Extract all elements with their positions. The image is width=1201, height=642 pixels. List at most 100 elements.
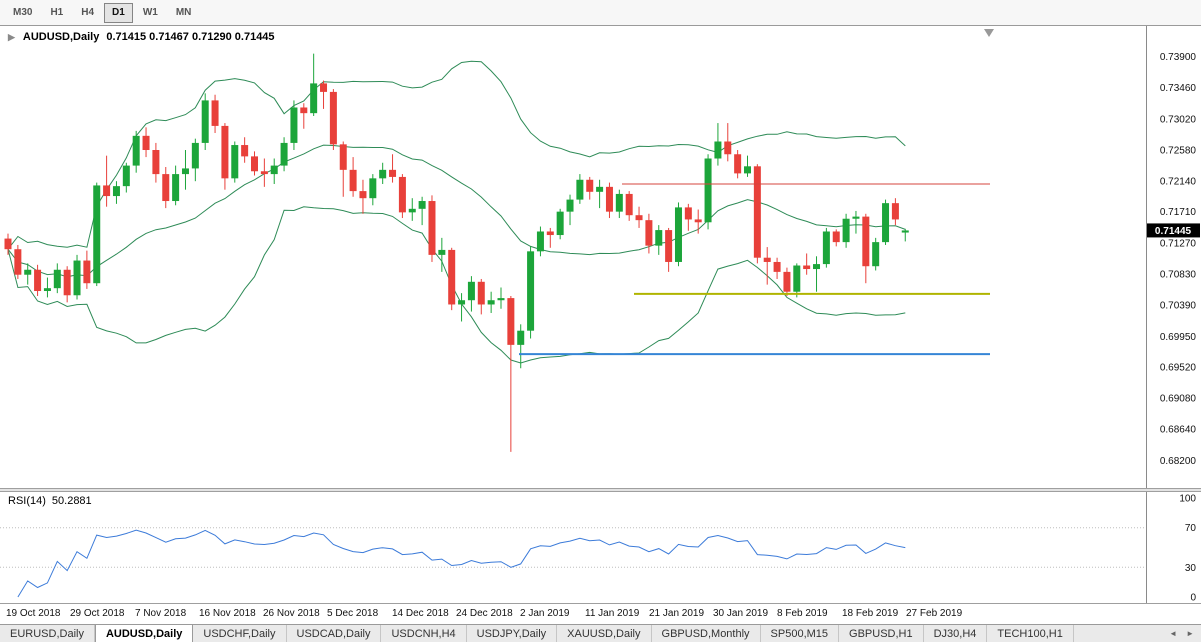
chart-shift-marker-icon[interactable] [984, 29, 994, 37]
candle-body [63, 269, 71, 296]
time-axis-label: 2 Jan 2019 [520, 608, 570, 619]
tab-scroll-right-icon[interactable]: ► [1186, 629, 1194, 638]
candle-body [645, 220, 653, 246]
pane-splitter[interactable] [0, 488, 1201, 492]
candle-body [329, 91, 337, 145]
chart-tab-xauusd-daily[interactable]: XAUUSD,Daily [557, 625, 652, 642]
chart-tab-sp500-m15[interactable]: SP500,M15 [760, 625, 840, 642]
price-axis-label: 0.68640 [1160, 425, 1197, 436]
candle-body [300, 107, 308, 114]
candle-body [191, 142, 199, 169]
candle-body [744, 166, 751, 174]
bollinger-band-lo [7, 206, 906, 364]
one-click-trading-toggle-icon[interactable]: ▶ [8, 31, 15, 42]
candle-body [832, 231, 840, 243]
candle-body [546, 231, 554, 236]
rsi-axis-label: 30 [1185, 563, 1197, 574]
rsi-pane[interactable]: 100 70 30 0 RSI(14) 50.2881 [0, 492, 1201, 604]
timeframe-button-mn[interactable]: MN [175, 6, 192, 18]
tab-scroll-controls: ◄ ► [1166, 625, 1201, 642]
candle-body [142, 135, 150, 151]
candle-body [655, 230, 663, 246]
candle-body [122, 165, 130, 187]
candle-body [694, 219, 702, 223]
timeframe-button-h4[interactable]: H4 [81, 6, 95, 18]
candle-body [704, 158, 712, 223]
price-axis-label: 0.71710 [1160, 207, 1197, 218]
candle-body [389, 169, 397, 177]
chart-tab-usdcnh-h4[interactable]: USDCNH,H4 [381, 625, 467, 642]
chart-tab-list: EURUSD,Daily AUDUSD,Daily USDCHF,Daily USDC… [0, 625, 1074, 642]
candle-body [763, 257, 771, 262]
candle-body [891, 203, 899, 220]
chart-tab-audusd-daily[interactable]: AUDUSD,Daily [94, 625, 194, 642]
price-axis-label: 0.72580 [1160, 146, 1197, 157]
chart-ohlc-label: 0.71415 0.71467 0.71290 0.71445 [106, 31, 275, 43]
timeframe-button-h1[interactable]: H1 [50, 6, 64, 18]
rsi-chart-canvas[interactable]: 100 70 30 0 [0, 492, 1201, 604]
candle-body [497, 298, 505, 301]
candle-body [822, 231, 830, 265]
candle-body [34, 269, 42, 292]
candle-body [576, 179, 584, 200]
candle-body [852, 216, 860, 219]
candle-body [684, 207, 692, 220]
main-chart-pane[interactable]: 0.73900 0.73460 0.73020 0.72580 0.72140 0.717… [0, 26, 1201, 488]
chart-tab-usdcad-daily[interactable]: USDCAD,Daily [286, 625, 382, 642]
candle-body [260, 171, 268, 175]
candle-body [596, 186, 604, 192]
price-axis-label: 0.73020 [1160, 114, 1197, 125]
candle-body [112, 186, 120, 197]
candle-body [349, 169, 357, 192]
timeframe-button-w1[interactable]: W1 [142, 6, 158, 18]
candle-body [221, 125, 229, 179]
chart-tab-gbpusd-monthly[interactable]: GBPUSD,Monthly [651, 625, 761, 642]
time-axis-label: 7 Nov 2018 [135, 608, 187, 619]
candle-body [320, 83, 328, 92]
candle-body [251, 156, 258, 172]
rsi-axis-label: 0 [1190, 593, 1196, 604]
candle-body [714, 141, 722, 159]
chart-tab-dj30-h4[interactable]: DJ30,H4 [923, 625, 988, 642]
time-axis-label: 27 Feb 2019 [906, 608, 963, 619]
candle-body [753, 166, 761, 258]
candle-body [24, 269, 32, 275]
candle-body [132, 135, 140, 166]
time-axis-label: 30 Jan 2019 [713, 608, 769, 619]
candle-body [83, 260, 91, 284]
price-axis-label: 0.70390 [1160, 301, 1197, 312]
chart-tab-eurusd-daily[interactable]: EURUSD,Daily [0, 625, 95, 642]
chart-tab-gbpusd-h1[interactable]: GBPUSD,H1 [839, 625, 924, 642]
rsi-indicator-label: RSI(14) [8, 495, 46, 507]
price-axis-label: 0.72140 [1160, 177, 1197, 188]
candle-body [734, 154, 742, 174]
candle-body [773, 261, 781, 272]
candle-body [280, 142, 288, 166]
timeframe-button-d1[interactable]: D1 [104, 2, 133, 23]
candle-body [162, 174, 170, 202]
candle-body [379, 169, 387, 179]
candle-body [369, 178, 377, 199]
price-axis-label: 0.68200 [1160, 456, 1197, 467]
candle-body [536, 231, 544, 252]
candle-body [231, 145, 239, 179]
candle-body [181, 168, 189, 175]
main-chart-canvas[interactable]: 0.73900 0.73460 0.73020 0.72580 0.72140 0.717… [0, 26, 1201, 488]
candle-body [813, 264, 821, 270]
rsi-axis-label: 70 [1185, 523, 1197, 534]
chart-tab-usdchf-daily[interactable]: USDCHF,Daily [193, 625, 287, 642]
price-axis-label: 0.73460 [1160, 83, 1197, 94]
candle-body [842, 218, 850, 243]
timeframe-button-m30[interactable]: M30 [13, 6, 33, 18]
tab-scroll-left-icon[interactable]: ◄ [1169, 629, 1178, 638]
chart-tab-usdjpy-daily[interactable]: USDJPY,Daily [466, 625, 558, 642]
price-axis-label: 0.69080 [1160, 394, 1197, 405]
candle-body [793, 265, 801, 292]
candle-body [428, 201, 436, 255]
time-axis-label: 24 Dec 2018 [456, 608, 513, 619]
price-axis-label: 0.69520 [1160, 362, 1197, 373]
price-axis-label: 0.70830 [1160, 270, 1197, 281]
chart-tab-tech100-h1[interactable]: TECH100,H1 [987, 625, 1074, 642]
price-axis: 0.73900 0.73460 0.73020 0.72580 0.72140 0.717… [1160, 52, 1197, 467]
price-axis-label: 0.69950 [1160, 332, 1197, 343]
